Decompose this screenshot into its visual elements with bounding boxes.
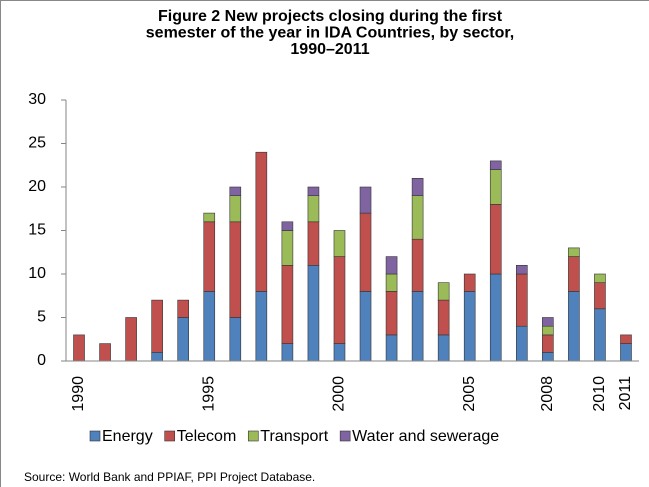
bar-segment	[411, 291, 424, 362]
bar-segment	[489, 204, 502, 275]
legend-label: Water and sewerage	[352, 428, 499, 445]
chart-title: 1990–2011	[290, 41, 369, 58]
bar-segment	[255, 291, 268, 362]
legend-label: Transport	[260, 428, 328, 445]
legend-swatch	[89, 430, 101, 442]
bar-segment	[542, 351, 554, 362]
bar-segment	[255, 151, 268, 292]
x-tick-label: 2010	[591, 376, 608, 412]
bar-segment	[359, 291, 372, 362]
legend-label: Energy	[102, 428, 153, 445]
bar-segment	[281, 264, 294, 344]
bar-segment	[229, 317, 242, 362]
bar-segment	[203, 291, 216, 362]
x-tick-label: 1990	[70, 376, 87, 412]
y-tick-label: 25	[28, 135, 46, 152]
chart-title: semester of the year in IDA Countries, b…	[146, 25, 514, 42]
bar-segment	[281, 343, 294, 362]
bar-segment	[203, 212, 216, 223]
bar-segment	[151, 299, 163, 353]
bar-segment	[515, 273, 528, 327]
x-tick-label: 2005	[461, 376, 478, 412]
x-tick-label: 1995	[200, 376, 217, 412]
bar-segment	[411, 178, 424, 197]
y-tick-label: 10	[28, 265, 46, 282]
bar-segment	[385, 291, 398, 336]
legend-swatch	[164, 430, 176, 442]
bar-segment	[542, 325, 554, 336]
y-tick-label: 5	[37, 309, 46, 326]
chart-title: Figure 2 New projects closing during the…	[158, 8, 503, 25]
legend-label: Telecom	[177, 428, 237, 445]
bar-segment	[489, 160, 502, 170]
bar-segment	[385, 256, 398, 275]
bar-segment	[463, 291, 476, 362]
bar-segment	[229, 221, 242, 318]
bar-segment	[568, 256, 580, 292]
bar-segment	[515, 264, 528, 275]
bar-segment	[177, 317, 190, 362]
bar-segment	[307, 186, 320, 196]
legend-swatch	[339, 430, 351, 442]
bar-segment	[229, 195, 242, 223]
y-tick-label: 30	[28, 91, 46, 108]
bar-segment	[620, 343, 632, 362]
bar-segment	[411, 195, 424, 240]
bar-segment	[515, 325, 528, 362]
bar-segment	[489, 273, 502, 362]
bar-segment	[568, 247, 580, 257]
bar-segment	[620, 334, 632, 344]
bar-segment	[542, 334, 554, 353]
y-tick-label: 20	[28, 178, 46, 195]
bar-segment	[568, 291, 580, 362]
bar-segment	[281, 230, 294, 266]
bar-segment	[151, 351, 163, 362]
bar-segment	[463, 273, 476, 292]
bar-segment	[307, 264, 320, 362]
bar-segment	[594, 308, 606, 362]
bar-segment	[385, 273, 398, 292]
bar-segment	[99, 343, 111, 362]
bar-segment	[307, 221, 320, 266]
y-tick-label: 0	[37, 352, 46, 369]
y-tick-label: 15	[28, 222, 46, 239]
bar-segment	[359, 186, 372, 214]
bar-segment	[177, 299, 190, 318]
bar-segment	[229, 186, 242, 196]
x-tick-label: 2000	[331, 376, 348, 412]
bar-segment	[281, 221, 294, 231]
bar-segment	[437, 282, 450, 301]
bar-segment	[594, 273, 606, 283]
bar-segment	[333, 256, 346, 344]
bar-segment	[385, 334, 398, 362]
bar-segment	[307, 195, 320, 223]
bar-segment	[542, 317, 554, 327]
x-tick-label: 2011	[617, 376, 634, 411]
bar-segment	[333, 343, 346, 362]
source-note: Source: World Bank and PPIAF, PPI Projec…	[24, 470, 315, 484]
bar-segment	[125, 317, 137, 362]
bar-segment	[73, 334, 85, 362]
legend-swatch	[247, 430, 259, 442]
bar-segment	[359, 212, 372, 292]
bar-segment	[333, 230, 346, 257]
bar-segment	[411, 238, 424, 292]
bar-segment	[594, 282, 606, 310]
x-tick-label: 2008	[539, 376, 556, 412]
bar-segment	[437, 299, 450, 336]
bar-segment	[489, 169, 502, 205]
bar-segment	[203, 221, 216, 292]
bar-segment	[437, 334, 450, 362]
